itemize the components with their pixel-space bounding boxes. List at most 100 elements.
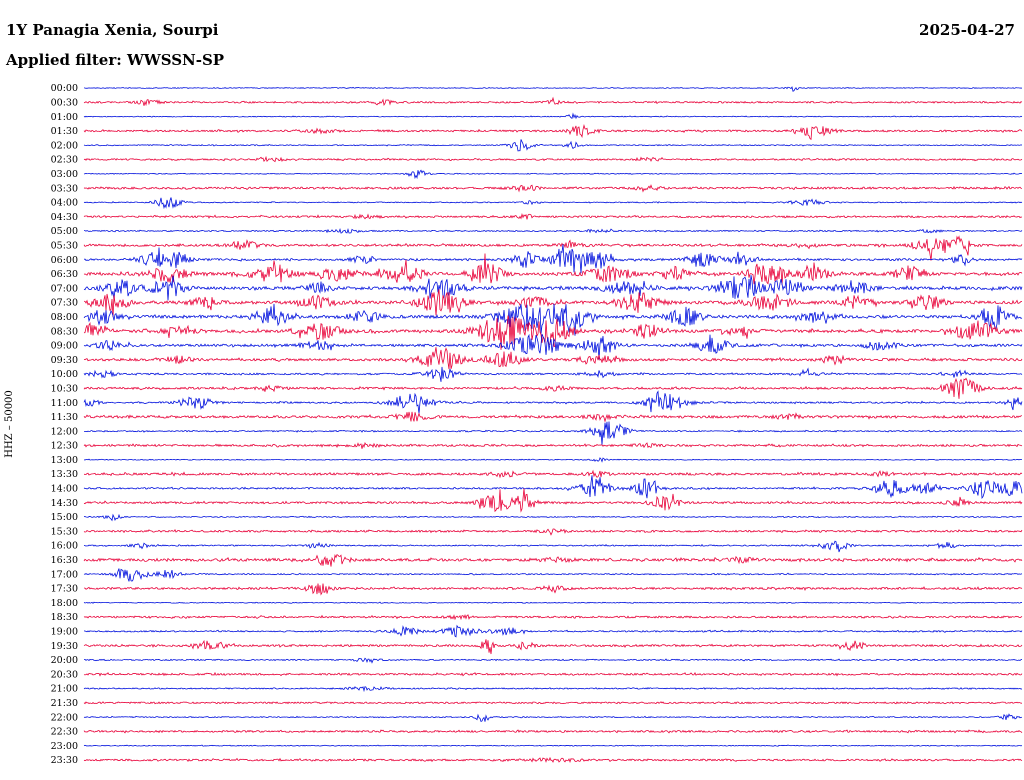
- seismogram-trace-0530: [83, 235, 1023, 261]
- time-tick-label: 23:00: [51, 741, 78, 752]
- time-tick-label: 22:30: [51, 727, 78, 738]
- seismogram-trace-1230: [83, 442, 1023, 449]
- seismogram-trace-1700: [83, 568, 1023, 582]
- time-tick-label: 07:30: [51, 298, 78, 309]
- time-tick-label: 21:30: [51, 698, 78, 709]
- seismogram-trace-2100: [83, 686, 1023, 693]
- time-tick-label: 02:00: [51, 140, 78, 151]
- time-tick-label: 14:00: [51, 484, 78, 495]
- seismogram-trace-1900: [83, 624, 1023, 638]
- time-tick-label: 17:30: [51, 584, 78, 595]
- time-tick-label: 01:30: [51, 126, 78, 137]
- seismogram-trace-1130: [83, 411, 1023, 423]
- time-tick-label: 16:00: [51, 541, 78, 552]
- seismogram-trace-0000: [83, 86, 1023, 92]
- time-tick-label: 08:30: [51, 326, 78, 337]
- seismogram-trace-1930: [83, 639, 1023, 655]
- time-tick-label: 02:30: [51, 155, 78, 166]
- time-tick-label: 09:00: [51, 341, 78, 352]
- seismogram-trace-0400: [83, 197, 1023, 210]
- seismogram-trace-1730: [83, 583, 1023, 596]
- seismogram-trace-2000: [83, 657, 1023, 664]
- seismogram-trace-0930: [83, 347, 1023, 370]
- seismogram-trace-0430: [83, 213, 1023, 220]
- time-tick-label: 17:00: [51, 569, 78, 580]
- time-tick-label: 03:00: [51, 169, 78, 180]
- time-tick-label: 00:00: [51, 83, 78, 94]
- filter-label: Applied filter: WWSSN-SP: [6, 51, 225, 69]
- time-tick-label: 12:00: [51, 426, 78, 437]
- seismogram-trace-2230: [83, 729, 1023, 734]
- seismogram-trace-0130: [83, 123, 1023, 141]
- time-tick-label: 21:00: [51, 684, 78, 695]
- seismogram-trace-2130: [83, 700, 1023, 705]
- time-tick-label: 14:30: [51, 498, 78, 509]
- time-tick-label: 12:30: [51, 441, 78, 452]
- time-tick-label: 15:30: [51, 526, 78, 537]
- seismogram-trace-0630: [83, 253, 1023, 286]
- seismogram-trace-1000: [83, 366, 1023, 382]
- time-tick-label: 20:30: [51, 669, 78, 680]
- seismogram-trace-1100: [83, 390, 1023, 414]
- time-tick-label: 18:30: [51, 612, 78, 623]
- seismogram-trace-0830: [83, 315, 1023, 350]
- seismogram-trace-1430: [83, 488, 1023, 513]
- time-tick-label: 05:30: [51, 241, 78, 252]
- seismogram-trace-0200: [83, 139, 1023, 152]
- seismogram-trace-0800: [83, 303, 1023, 336]
- seismogram-trace-1200: [83, 421, 1023, 445]
- seismogram-trace-1830: [83, 614, 1023, 621]
- seismogram-trace-0700: [83, 275, 1023, 301]
- seismogram-trace-2030: [83, 671, 1023, 677]
- time-tick-label: 11:00: [51, 398, 78, 409]
- time-tick-label: 05:00: [51, 226, 78, 237]
- time-tick-label: 07:00: [51, 283, 78, 294]
- seismogram-trace-0300: [83, 169, 1023, 180]
- seismogram-trace-1500: [83, 513, 1023, 522]
- time-tick-label: 06:30: [51, 269, 78, 280]
- time-tick-label: 15:00: [51, 512, 78, 523]
- date-label: 2025-04-27: [919, 21, 1015, 39]
- seismogram-trace-1530: [83, 528, 1023, 536]
- seismogram-trace-2330: [83, 756, 1023, 764]
- time-tick-label: 16:30: [51, 555, 78, 566]
- time-tick-label: 19:00: [51, 627, 78, 638]
- time-tick-label: 01:00: [51, 112, 78, 123]
- seismogram-trace-0330: [83, 184, 1023, 193]
- time-tick-label: 04:00: [51, 198, 78, 209]
- time-tick-label: 00:30: [51, 98, 78, 109]
- seismogram-traces: [83, 86, 1023, 764]
- time-tick-label: 23:30: [51, 755, 78, 766]
- seismogram-trace-0900: [83, 333, 1023, 360]
- time-tick-labels: 00:00 00:30 01:00 01:30 02:00 02:30 03:00 03:30…: [51, 83, 78, 766]
- seismogram-trace-0030: [83, 96, 1023, 107]
- time-tick-label: 19:30: [51, 641, 78, 652]
- time-tick-label: 03:30: [51, 183, 78, 194]
- seismogram-trace-1330: [83, 469, 1023, 479]
- seismogram-trace-0730: [83, 289, 1023, 318]
- seismogram-trace-1600: [83, 540, 1023, 553]
- seismogram-trace-2300: [83, 744, 1023, 747]
- seismogram-trace-1630: [83, 553, 1023, 567]
- seismogram-trace-2200: [83, 713, 1023, 723]
- time-tick-label: 08:00: [51, 312, 78, 323]
- time-tick-label: 06:00: [51, 255, 78, 266]
- time-tick-label: 11:30: [51, 412, 78, 423]
- time-tick-label: 10:30: [51, 384, 78, 395]
- time-tick-label: 13:30: [51, 469, 78, 480]
- seismogram-trace-1400: [83, 475, 1023, 499]
- time-tick-label: 04:30: [51, 212, 78, 223]
- seismogram-trace-1800: [83, 601, 1022, 604]
- seismogram-trace-0600: [83, 244, 1023, 274]
- seismogram-trace-0500: [83, 227, 1023, 234]
- time-tick-label: 13:00: [51, 455, 78, 466]
- time-tick-label: 22:00: [51, 712, 78, 723]
- time-tick-label: 09:30: [51, 355, 78, 366]
- seismogram-trace-0100: [83, 112, 1023, 120]
- seismogram-trace-0230: [83, 155, 1023, 163]
- time-tick-label: 10:00: [51, 369, 78, 380]
- y-axis-label: HHZ – 50000: [4, 390, 15, 458]
- time-tick-label: 20:00: [51, 655, 78, 666]
